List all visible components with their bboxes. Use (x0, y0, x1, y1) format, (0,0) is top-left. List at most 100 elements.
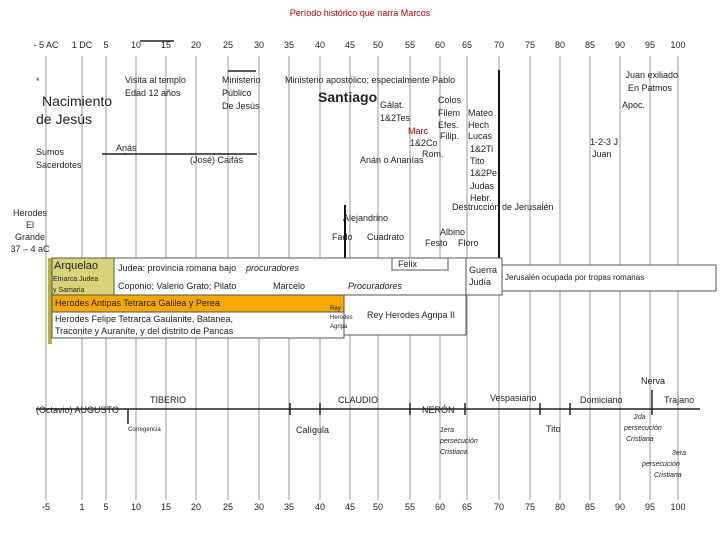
bottom-axis-label: 35 (284, 502, 294, 512)
label: Fado (332, 232, 353, 242)
top-axis-label: 70 (494, 40, 504, 50)
label: persecución (641, 461, 680, 468)
label: Floro (458, 238, 479, 248)
label: Gálat. (380, 100, 404, 110)
label: Procuradores (348, 281, 403, 291)
top-axis-label: 55 (405, 40, 415, 50)
label: Santiago (318, 89, 377, 105)
label: Cuadrato (367, 232, 404, 242)
label: Destrucción de Jerusalén (452, 202, 554, 212)
label: Jerusalén ocupada por tropas romanas (505, 273, 644, 282)
label: y Samaria (53, 287, 85, 294)
label: Coponio; Valerio Grato; Pilato (118, 281, 236, 291)
top-axis-label: 80 (555, 40, 565, 50)
bottom-axis-label: 85 (585, 502, 595, 512)
bottom-axis-label: 95 (645, 502, 655, 512)
bottom-axis-label: 60 (435, 502, 445, 512)
label: Herodes Antipas Tetrarca Galilea y Perea (55, 298, 220, 308)
label: procuradores (245, 263, 300, 273)
label: Rom. (422, 149, 444, 159)
top-axis-label: 25 (223, 40, 233, 50)
label: Marcelo (273, 281, 305, 291)
label: 1&2Tes (380, 113, 411, 123)
top-axis-label: 10 (131, 40, 141, 50)
top-axis-label: 85 (585, 40, 595, 50)
occupation-box (501, 264, 717, 292)
felipe-box (51, 311, 345, 339)
top-axis-label: 30 (254, 40, 264, 50)
top-axis-label: 15 (161, 40, 171, 50)
agripa-box (343, 294, 467, 336)
bottom-axis-label: 100 (670, 502, 685, 512)
label: Alejandrino (343, 213, 388, 223)
top-axis-label: 35 (284, 40, 294, 50)
top-axis-label: 1 DC (72, 40, 93, 50)
label: Judía (469, 277, 491, 287)
top-axis-label: 50 (373, 40, 383, 50)
bottom-axis-label: 90 (615, 502, 625, 512)
top-axis-label: - 5 AC (33, 40, 59, 50)
label: Sacerdotes (36, 160, 82, 170)
label: Rey Herodes Agripa II (367, 310, 455, 320)
bottom-axis-label: 80 (555, 502, 565, 512)
label: Etnarca Judea (53, 276, 98, 283)
label: (José) Caifás (190, 155, 244, 165)
strip (48, 258, 52, 344)
label: Festo (425, 238, 448, 248)
felix-box (391, 257, 449, 271)
top-axis-label: 90 (615, 40, 625, 50)
label: Lucas (468, 131, 493, 141)
label: * (36, 76, 40, 86)
label: Tito (470, 156, 485, 166)
label: 1-2-3 J (590, 137, 618, 147)
label: Calígula (296, 425, 329, 435)
bottom-axis-label: 1 (79, 502, 84, 512)
label: Grande (15, 232, 45, 242)
label: Judea: provincia romana bajo (118, 263, 236, 273)
bottom-axis-label: 20 (191, 502, 201, 512)
label: Hebr. (470, 193, 492, 203)
bottom-axis-label: 70 (494, 502, 504, 512)
label: Cristiana (654, 472, 682, 479)
label: Judas (470, 181, 495, 191)
top-axis-label: 5 (103, 40, 108, 50)
label: Corregencia (128, 427, 161, 433)
label: Herodes (13, 208, 48, 218)
label: TIBERIO (150, 395, 186, 405)
labels: * Nacimiento de Jesús Visita al templo E… (10, 70, 694, 479)
label: Anás (116, 143, 137, 153)
label: persecución (439, 438, 478, 445)
top-axis-label: 60 (435, 40, 445, 50)
label: Colos (438, 95, 462, 105)
bottom-axis-label: 45 (345, 502, 355, 512)
bottom-axis-label: 50 (373, 502, 383, 512)
label: Albino (440, 227, 465, 237)
label: Filip. (440, 131, 459, 141)
label: Apoc. (622, 100, 645, 110)
label: Tito (546, 424, 561, 434)
label: Rey (330, 306, 341, 312)
label: En Patmos (628, 83, 673, 93)
label: Nerva (641, 376, 665, 386)
label: El (26, 220, 34, 230)
label: Anán o Ananías (360, 155, 424, 165)
bottom-axis-label: 15 (161, 502, 171, 512)
label: Vespasiano (490, 393, 537, 403)
label: Público (222, 88, 252, 98)
label: 3era (672, 450, 686, 457)
bottom-axis-label: -5 (42, 502, 50, 512)
label: Traconite y Auraníte, y del distrito de … (55, 326, 234, 336)
label: Herodes Felipe Tetrarca Gaulanite, Batan… (55, 314, 233, 324)
label: 1&2Ti (470, 144, 493, 154)
bottom-axis-label: 30 (254, 502, 264, 512)
label: 1era (440, 427, 454, 434)
label: Cristiana (626, 436, 654, 443)
label: persecución (623, 425, 662, 432)
top-axis-label: 40 (315, 40, 325, 50)
label: Domiciano (580, 395, 623, 405)
bottom-axis-label: 40 (315, 502, 325, 512)
top-axis-label: 65 (462, 40, 472, 50)
title: Período histórico que narra Marcos (290, 8, 431, 18)
bottom-axis-label: 5 (103, 502, 108, 512)
